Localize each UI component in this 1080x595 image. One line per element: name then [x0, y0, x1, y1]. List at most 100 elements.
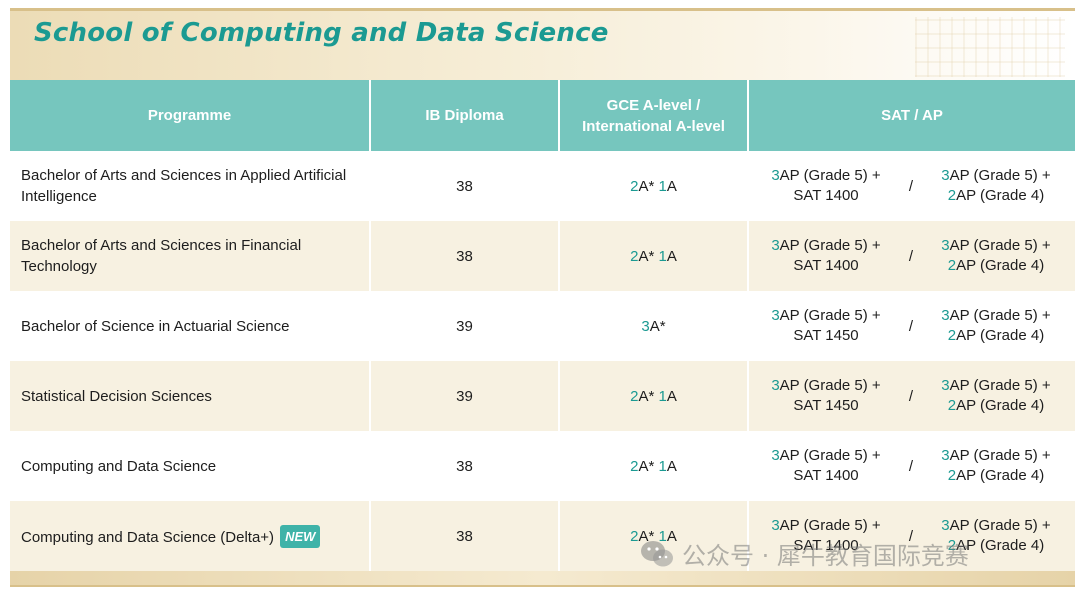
- table-row: Bachelor of Science in Actuarial Science…: [10, 291, 1075, 361]
- admission-requirements-table: Programme IB Diploma GCE A-level / Inter…: [10, 80, 1075, 571]
- ap-text: AP (Grade 5) +: [949, 237, 1051, 254]
- gce-grade-1: A*: [638, 247, 659, 265]
- gce-cell: 2A* 1A: [559, 501, 749, 571]
- option-separator: /: [908, 247, 914, 265]
- sat-option-right: 3AP (Grade 5) + 2AP (Grade 4): [937, 376, 1055, 416]
- table-row: Bachelor of Arts and Sciences in Applied…: [10, 151, 1075, 221]
- gce-grade-2: A: [666, 387, 677, 405]
- ap-text: AP (Grade 5) +: [779, 307, 881, 324]
- ap-count-2: 2: [947, 537, 957, 554]
- table-row: Statistical Decision Sciences 39 2A* 1A …: [10, 361, 1075, 431]
- sat-score: SAT 1400: [793, 467, 859, 484]
- sat-option-right: 3AP (Grade 5) + 2AP (Grade 4): [937, 166, 1055, 206]
- sat-cell: 3AP (Grade 5) + SAT 1450 / 3AP (Grade 5)…: [748, 291, 1075, 361]
- gce-grade-1: A*: [649, 317, 666, 335]
- sat-option-left: 3AP (Grade 5) + SAT 1400: [767, 446, 885, 486]
- gce-count-2: 1: [658, 177, 667, 195]
- ap-count: 3: [941, 517, 950, 534]
- ap-text-2: AP (Grade 4): [956, 467, 1045, 484]
- gce-count-1: 2: [630, 527, 639, 545]
- page-title: School of Computing and Data Science: [34, 18, 609, 48]
- column-header-gce: GCE A-level / International A-level: [559, 80, 749, 151]
- gce-count-1: 2: [630, 387, 639, 405]
- gce-grade-1: A*: [638, 387, 659, 405]
- ap-count: 3: [771, 237, 780, 254]
- table-row: Computing and Data Science (Delta+) NEW 3…: [10, 501, 1075, 571]
- sat-cell: 3AP (Grade 5) + SAT 1400 / 3AP (Grade 5)…: [748, 221, 1075, 291]
- gce-count-1: 2: [630, 177, 639, 195]
- column-header-gce-line2: International A-level: [582, 117, 725, 135]
- sat-option-right: 3AP (Grade 5) + 2AP (Grade 4): [937, 306, 1055, 346]
- sat-option-left: 3AP (Grade 5) + SAT 1400: [767, 236, 885, 276]
- ap-text: AP (Grade 5) +: [779, 167, 881, 184]
- ap-count-2: 2: [947, 187, 957, 204]
- ib-cell: 39: [370, 291, 560, 361]
- ap-count: 3: [941, 447, 950, 464]
- programme-cell: Computing and Data Science: [10, 431, 371, 501]
- ap-text: AP (Grade 5) +: [779, 517, 881, 534]
- sat-option-left: 3AP (Grade 5) + SAT 1400: [767, 166, 885, 206]
- sat-cell: 3AP (Grade 5) + SAT 1450 / 3AP (Grade 5)…: [748, 361, 1075, 431]
- ap-count-2: 2: [947, 467, 957, 484]
- ib-cell: 38: [370, 431, 560, 501]
- ap-count: 3: [941, 167, 950, 184]
- sat-option-right: 3AP (Grade 5) + 2AP (Grade 4): [937, 446, 1055, 486]
- column-header-programme: Programme: [10, 80, 371, 151]
- sat-option-left: 3AP (Grade 5) + SAT 1450: [767, 376, 885, 416]
- gce-grade-2: A: [666, 177, 677, 195]
- sat-option-left: 3AP (Grade 5) + SAT 1450: [767, 306, 885, 346]
- gce-grade-2: A: [666, 247, 677, 265]
- ap-text: AP (Grade 5) +: [949, 377, 1051, 394]
- ib-cell: 38: [370, 221, 560, 291]
- ap-count-2: 2: [947, 397, 957, 414]
- programme-cell: Statistical Decision Sciences: [10, 361, 371, 431]
- programme-cell: Bachelor of Science in Actuarial Science: [10, 291, 371, 361]
- option-separator: /: [908, 317, 914, 335]
- ap-text: AP (Grade 5) +: [949, 447, 1051, 464]
- ap-text: AP (Grade 5) +: [949, 517, 1051, 534]
- sat-score: SAT 1450: [793, 397, 859, 414]
- programme-cell: Bachelor of Arts and Sciences in Applied…: [10, 151, 371, 221]
- new-badge: NEW: [280, 524, 321, 548]
- column-header-ib: IB Diploma: [370, 80, 560, 151]
- gce-grade-1: A*: [638, 457, 659, 475]
- gce-cell: 2A* 1A: [559, 151, 749, 221]
- ap-count: 3: [941, 307, 950, 324]
- gce-count-1: 2: [630, 457, 639, 475]
- ap-text-2: AP (Grade 4): [956, 257, 1045, 274]
- ap-text: AP (Grade 5) +: [779, 447, 881, 464]
- programme-name: Computing and Data Science (Delta+): [21, 528, 275, 546]
- sat-score: SAT 1400: [793, 187, 859, 204]
- ap-count-2: 2: [947, 327, 957, 344]
- sat-option-right: 3AP (Grade 5) + 2AP (Grade 4): [937, 516, 1055, 556]
- sat-score: SAT 1400: [793, 537, 859, 554]
- ap-count: 3: [941, 237, 950, 254]
- title-banner: [10, 8, 1075, 80]
- ib-cell: 38: [370, 151, 560, 221]
- gce-grade-1: A*: [638, 177, 659, 195]
- table-header-row: Programme IB Diploma GCE A-level / Inter…: [10, 80, 1075, 151]
- sat-option-left: 3AP (Grade 5) + SAT 1400: [767, 516, 885, 556]
- sat-option-right: 3AP (Grade 5) + 2AP (Grade 4): [937, 236, 1055, 276]
- ap-count-2: 2: [947, 257, 957, 274]
- ap-count: 3: [941, 377, 950, 394]
- sat-score: SAT 1450: [793, 327, 859, 344]
- gce-count-1: 2: [630, 247, 639, 265]
- gce-count-1: 3: [641, 317, 650, 335]
- gce-cell: 2A* 1A: [559, 431, 749, 501]
- option-separator: /: [908, 177, 914, 195]
- ap-count: 3: [771, 447, 780, 464]
- ap-text: AP (Grade 5) +: [949, 307, 1051, 324]
- sat-cell: 3AP (Grade 5) + SAT 1400 / 3AP (Grade 5)…: [748, 501, 1075, 571]
- ap-text-2: AP (Grade 4): [956, 327, 1045, 344]
- ap-text: AP (Grade 5) +: [779, 377, 881, 394]
- ap-text: AP (Grade 5) +: [779, 237, 881, 254]
- sat-score: SAT 1400: [793, 257, 859, 274]
- sat-cell: 3AP (Grade 5) + SAT 1400 / 3AP (Grade 5)…: [748, 431, 1075, 501]
- option-separator: /: [908, 527, 914, 545]
- ap-text-2: AP (Grade 4): [956, 537, 1045, 554]
- banner-decoration: [915, 17, 1065, 77]
- gce-cell: 2A* 1A: [559, 361, 749, 431]
- gce-cell: 2A* 1A: [559, 221, 749, 291]
- ap-count: 3: [771, 377, 780, 394]
